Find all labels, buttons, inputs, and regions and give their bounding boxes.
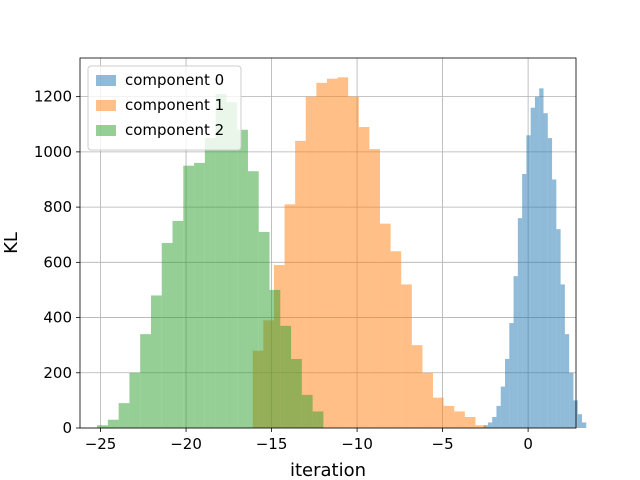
- histogram-bar: [411, 345, 423, 428]
- histogram-bar: [454, 411, 465, 428]
- histogram-bar: [573, 400, 578, 428]
- histogram-bar: [316, 82, 327, 429]
- legend-swatch: [96, 75, 116, 86]
- histogram-bar: [464, 416, 476, 428]
- x-tick-label: −10: [341, 435, 373, 453]
- histogram-bar: [204, 138, 216, 428]
- x-axis-ticks: −25 −20 −15 −10 −5 0: [85, 428, 533, 453]
- y-tick-label: 0: [62, 419, 72, 437]
- y-axis-label: KL: [1, 232, 22, 254]
- histogram-bar: [513, 276, 518, 428]
- histogram-bar: [496, 405, 501, 428]
- legend-swatch: [96, 100, 116, 111]
- histogram-bars: [97, 77, 587, 429]
- histogram-bar: [475, 425, 487, 428]
- histogram-bar: [107, 419, 119, 428]
- histogram-bar: [358, 127, 370, 429]
- y-tick-label: 1200: [34, 88, 72, 106]
- histogram-bar: [215, 93, 227, 429]
- histogram-bar: [564, 334, 570, 428]
- x-tick-label: −20: [170, 435, 202, 453]
- legend-swatch: [96, 125, 116, 136]
- histogram-bar: [522, 173, 527, 428]
- histogram-bar: [443, 405, 455, 428]
- histogram-bar: [161, 243, 173, 428]
- y-axis-ticks: 0 200 400 600 800 1000 1200: [34, 88, 80, 437]
- legend-label: component 2: [125, 121, 224, 139]
- histogram-bar: [577, 414, 582, 428]
- histogram-bar: [97, 425, 108, 428]
- histogram-bar: [492, 416, 497, 428]
- histogram-bar: [487, 422, 493, 428]
- histogram-bar: [552, 179, 557, 428]
- histogram-bar: [422, 372, 434, 428]
- histogram-bar: [129, 372, 141, 428]
- y-tick-label: 1000: [34, 143, 72, 161]
- histogram-bar: [581, 422, 587, 428]
- x-tick-label: −5: [432, 435, 454, 453]
- histogram-bar: [150, 295, 162, 428]
- histogram-bar: [505, 358, 510, 428]
- histogram-bar: [401, 284, 412, 428]
- histogram-bar: [312, 411, 324, 428]
- histogram-bar: [172, 220, 184, 428]
- histogram-bar: [140, 334, 151, 428]
- histogram-bar: [390, 251, 402, 428]
- histogram-bar: [556, 229, 561, 428]
- histogram-bar: [526, 135, 531, 429]
- histogram-bar: [433, 397, 444, 428]
- histogram-bar: [379, 223, 391, 428]
- histogram-bar: [337, 77, 349, 428]
- histogram-bar: [509, 323, 514, 428]
- x-tick-label: 0: [523, 435, 533, 453]
- x-axis-label: iteration: [290, 460, 366, 480]
- histogram-bar: [560, 284, 565, 428]
- histogram-bar: [517, 218, 523, 428]
- histogram-bar: [280, 325, 292, 428]
- histogram-bar: [301, 394, 313, 428]
- histogram-bar: [543, 113, 548, 428]
- histogram-bar: [500, 386, 506, 428]
- y-tick-label: 800: [43, 198, 72, 216]
- legend: component 0 component 1 component 2: [87, 65, 242, 151]
- plot-frame: [79, 57, 577, 429]
- legend-label: component 1: [125, 96, 224, 114]
- histogram-bar: [534, 96, 540, 429]
- legend-label: component 0: [125, 71, 224, 89]
- histogram-bar: [247, 171, 259, 428]
- histogram-bar: [369, 149, 380, 429]
- y-tick-label: 200: [43, 364, 72, 382]
- legend-box: [87, 65, 242, 151]
- histogram-bar: [326, 78, 338, 428]
- histogram-bar: [530, 107, 535, 429]
- x-tick-label: −25: [85, 435, 117, 453]
- histogram-bar: [569, 372, 574, 428]
- histogram-bar: [237, 129, 248, 428]
- histogram-bar: [295, 140, 306, 428]
- histogram-bar: [118, 403, 130, 428]
- histogram-bar: [226, 102, 238, 428]
- histogram-bar: [547, 138, 553, 428]
- histogram-bar: [194, 162, 205, 429]
- histogram-bar: [305, 96, 317, 429]
- histogram-bar: [348, 96, 359, 429]
- histogram-bar: [258, 231, 270, 428]
- histogram-bar: [539, 88, 544, 428]
- y-tick-label: 600: [43, 253, 72, 271]
- histogram-bar: [183, 165, 195, 428]
- histogram-bar: [291, 358, 302, 428]
- x-tick-label: −15: [256, 435, 288, 453]
- y-tick-label: 400: [43, 309, 72, 327]
- histogram-bar: [269, 289, 281, 428]
- histogram-bar: [284, 204, 296, 428]
